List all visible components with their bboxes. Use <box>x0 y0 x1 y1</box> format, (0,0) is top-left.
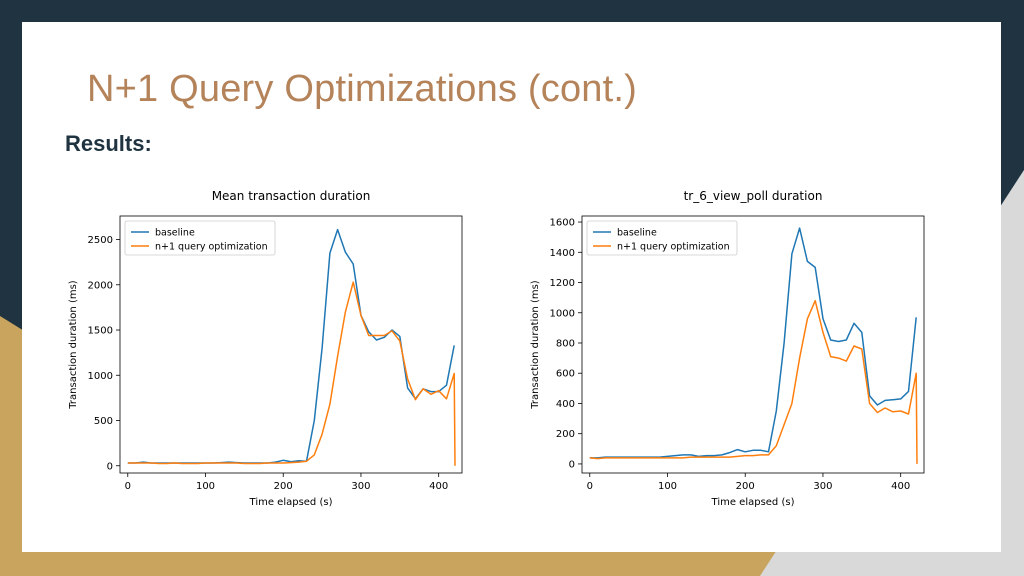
legend: baseline n+1 query optimization <box>124 220 276 256</box>
y-tick-label: 600 <box>556 369 575 380</box>
x-tick-label: 300 <box>351 481 370 492</box>
x-axis-label: Time elapsed (s) <box>249 497 333 508</box>
chart-mean-transaction-duration: Mean transaction duration 0 100 200 300 400 0 5… <box>62 180 474 514</box>
y-tick-label: 2500 <box>88 235 113 246</box>
x-tick-label: 300 <box>813 481 832 492</box>
x-tick-label: 200 <box>736 481 755 492</box>
x-tick-label: 400 <box>429 481 448 492</box>
chart-title: tr_6_view_poll duration <box>684 189 823 203</box>
x-tick-label: 100 <box>196 481 215 492</box>
legend-box <box>124 220 276 256</box>
y-tick-label: 400 <box>556 399 575 410</box>
legend-label: n+1 query optimization <box>155 242 268 253</box>
chart-svg: tr_6_view_poll duration 0 100 200 300 400 0 200… <box>530 189 925 508</box>
y-tick-label: 1000 <box>550 308 575 319</box>
y-tick-label: 1400 <box>550 248 575 259</box>
x-tick-label: 400 <box>891 481 910 492</box>
legend-box <box>586 220 738 256</box>
y-tick-label: 200 <box>556 429 575 440</box>
plot-frame <box>119 215 463 474</box>
y-tick-label: 1200 <box>550 278 575 289</box>
series-line-optimized <box>589 299 918 464</box>
y-tick-label: 1500 <box>88 326 113 337</box>
y-axis-label: Transaction duration (ms) <box>68 280 79 409</box>
series-line-optimized <box>127 281 456 466</box>
plot-frame <box>581 215 925 474</box>
x-tick-label: 0 <box>587 481 593 492</box>
x-axis-label: Time elapsed (s) <box>711 497 795 508</box>
y-tick-label: 0 <box>107 461 113 472</box>
y-axis-label: Transaction duration (ms) <box>530 280 541 409</box>
chart-svg: Mean transaction duration 0 100 200 300 400 0 5… <box>68 189 463 508</box>
slide-title: N+1 Query Optimizations (cont.) <box>87 68 638 110</box>
chart-title: Mean transaction duration <box>212 189 371 203</box>
y-tick-label: 1600 <box>550 218 575 229</box>
y-tick-label: 0 <box>569 459 575 470</box>
y-tick-label: 800 <box>556 338 575 349</box>
legend-label: baseline <box>155 228 195 239</box>
y-tick-label: 1000 <box>88 371 113 382</box>
x-tick-label: 100 <box>658 481 677 492</box>
y-tick-label: 2000 <box>88 280 113 291</box>
results-heading: Results: <box>65 131 152 156</box>
chart-tr6-view-poll-duration: tr_6_view_poll duration 0 100 200 300 400 0 200… <box>524 180 936 514</box>
legend-label: n+1 query optimization <box>617 242 730 253</box>
legend-label: baseline <box>617 228 657 239</box>
x-tick-label: 200 <box>274 481 293 492</box>
x-tick-label: 0 <box>125 481 131 492</box>
series-line-baseline <box>589 227 917 459</box>
legend: baseline n+1 query optimization <box>586 220 738 256</box>
y-tick-label: 500 <box>94 416 113 427</box>
